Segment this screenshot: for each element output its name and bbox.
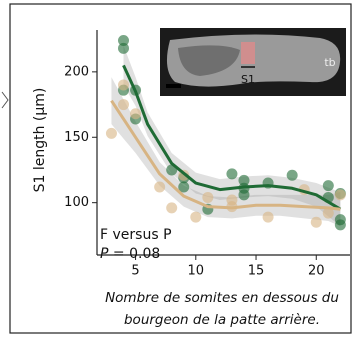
scale-bar: [166, 84, 181, 88]
point: [190, 212, 201, 223]
point: [154, 181, 165, 192]
y-tick-label: 100: [64, 195, 89, 210]
point: [166, 202, 177, 213]
x-axis-label: bourgeon de la patte arrière.: [124, 312, 320, 328]
x-tick-label: 15: [248, 264, 265, 279]
y-axis-label: S1 length (μm): [32, 88, 48, 193]
chart: 100 150 200 5 10 15 20 S1 tb S1 length (μm) No…: [0, 0, 356, 338]
x-tick-label: 5: [131, 264, 139, 279]
inset-label: tb: [324, 56, 335, 69]
y-tick-label: 200: [64, 64, 89, 79]
s1-highlight: [241, 42, 255, 64]
annotation: F versus P: [100, 227, 172, 243]
point: [238, 189, 249, 200]
x-tick-label: 10: [188, 264, 205, 279]
y-tick-label: 150: [64, 130, 89, 145]
point: [263, 212, 274, 223]
point: [226, 168, 237, 179]
point: [335, 189, 346, 200]
point: [118, 99, 129, 110]
point: [287, 170, 298, 181]
point: [118, 43, 129, 54]
side-arrow: [2, 92, 8, 108]
point: [311, 217, 322, 228]
x-tick-label: 20: [308, 264, 325, 279]
annotation: P = 0.08: [100, 246, 160, 262]
point: [323, 180, 334, 191]
point: [335, 219, 346, 230]
x-axis-label: Nombre de somites en dessous du: [105, 290, 339, 306]
inset-label: S1: [241, 73, 255, 86]
point: [130, 108, 141, 119]
point: [106, 128, 117, 139]
point: [202, 192, 213, 203]
point: [118, 79, 129, 90]
inset-image: S1 tb: [160, 28, 346, 96]
